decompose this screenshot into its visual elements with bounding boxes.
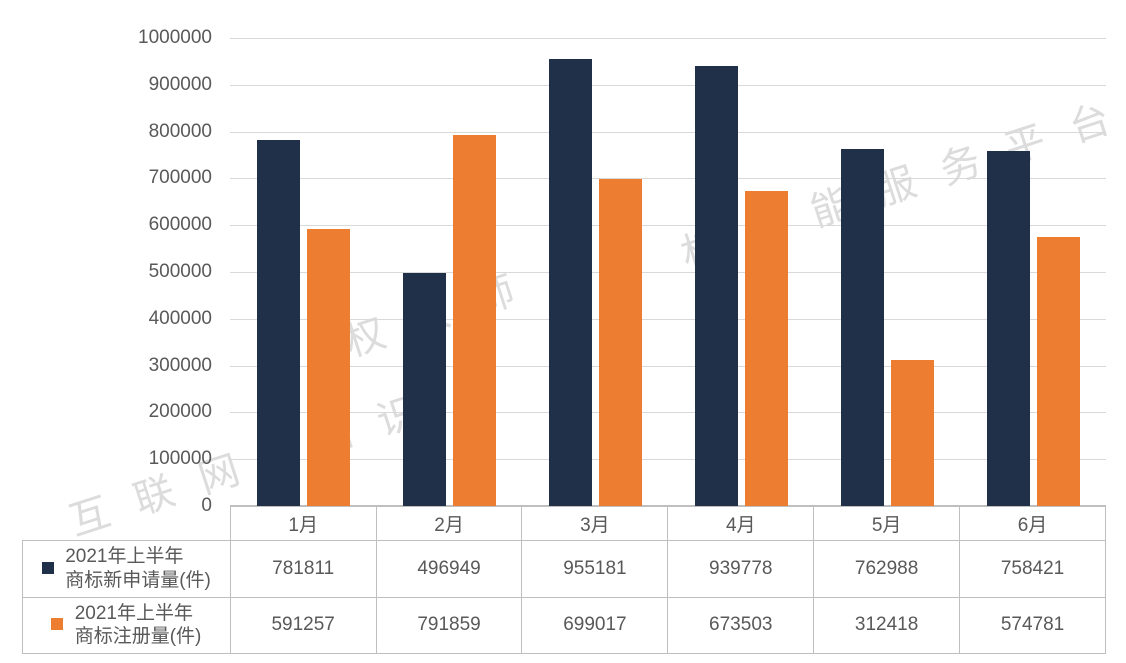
bar <box>745 191 788 506</box>
y-tick-label: 300000 <box>149 355 212 377</box>
y-tick-label: 600000 <box>149 214 212 236</box>
category-header: 3月 <box>522 507 668 541</box>
bar <box>695 66 738 506</box>
bar-group <box>376 38 522 506</box>
y-tick-label: 1000000 <box>138 27 212 49</box>
category-header: 2月 <box>376 507 522 541</box>
data-cell: 591257 <box>230 597 376 654</box>
chart-container: 互联网+知识 权大师 权智能服务平台 010000020000030000040… <box>0 0 1126 663</box>
bar <box>891 360 934 506</box>
series-label: 2021年上半年 商标注册量(件) <box>75 602 202 650</box>
data-cell: 312418 <box>814 597 960 654</box>
series-header: 2021年上半年 商标新申请量(件) <box>23 541 231 598</box>
bar <box>549 59 592 506</box>
bar-group <box>230 38 376 506</box>
bar <box>257 140 300 506</box>
bar-group <box>668 38 814 506</box>
series-label: 2021年上半年 商标新申请量(件) <box>65 545 211 593</box>
data-cell: 673503 <box>668 597 814 654</box>
bar <box>987 151 1030 506</box>
y-tick-label: 700000 <box>149 167 212 189</box>
data-cell: 762988 <box>814 541 960 598</box>
table-row: 2021年上半年 商标新申请量(件) 781811 496949 955181 … <box>23 541 1106 598</box>
legend-marker-icon <box>51 618 63 630</box>
category-header: 5月 <box>814 507 960 541</box>
bar <box>599 179 642 506</box>
category-header: 4月 <box>668 507 814 541</box>
data-table: 1月 2月 3月 4月 5月 6月 2021年上半年 商标新申请量(件) 781… <box>22 506 1106 654</box>
table-header-row: 1月 2月 3月 4月 5月 6月 <box>23 507 1106 541</box>
y-tick-label: 400000 <box>149 308 212 330</box>
y-tick-label: 100000 <box>149 448 212 470</box>
bar-group <box>960 38 1106 506</box>
data-cell: 699017 <box>522 597 668 654</box>
bar <box>841 149 884 506</box>
data-cell: 781811 <box>230 541 376 598</box>
category-header: 6月 <box>960 507 1106 541</box>
bar <box>307 229 350 506</box>
plot-area <box>230 38 1106 506</box>
bar <box>403 273 446 506</box>
y-tick-label: 900000 <box>149 74 212 96</box>
y-axis: 0100000200000300000400000500000600000700… <box>130 38 220 506</box>
y-tick-label: 800000 <box>149 121 212 143</box>
bar-group <box>522 38 668 506</box>
table-row: 2021年上半年 商标注册量(件) 591257 791859 699017 6… <box>23 597 1106 654</box>
y-tick-label: 200000 <box>149 401 212 423</box>
data-cell: 791859 <box>376 597 522 654</box>
data-cell: 939778 <box>668 541 814 598</box>
table-corner <box>23 507 231 541</box>
category-header: 1月 <box>230 507 376 541</box>
data-cell: 955181 <box>522 541 668 598</box>
bar-group <box>814 38 960 506</box>
data-cell: 758421 <box>960 541 1106 598</box>
bar <box>453 135 496 506</box>
data-cell: 496949 <box>376 541 522 598</box>
bar <box>1037 237 1080 506</box>
series-header: 2021年上半年 商标注册量(件) <box>23 597 231 654</box>
legend-marker-icon <box>42 562 54 574</box>
data-cell: 574781 <box>960 597 1106 654</box>
y-tick-label: 500000 <box>149 261 212 283</box>
